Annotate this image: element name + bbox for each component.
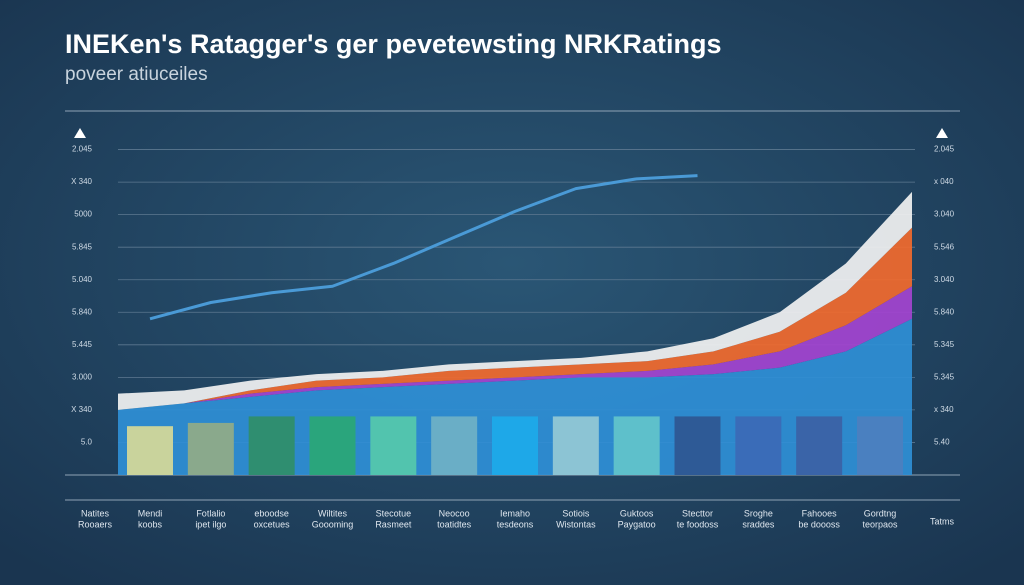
bar — [796, 416, 843, 475]
x-tick-label: be doooss — [798, 519, 840, 529]
bar — [492, 416, 538, 475]
line — [149, 174, 698, 321]
x-tick-label: Mendi — [138, 508, 163, 518]
x-tick-label: koobs — [138, 519, 163, 529]
x-tick-label: teorpaos — [862, 519, 898, 529]
x-tick-label: Rasmeet — [375, 519, 412, 529]
x-tick-label: sraddes — [742, 519, 775, 529]
x-tick-label: Wistontas — [556, 519, 596, 529]
area — [118, 191, 912, 410]
bar — [431, 416, 478, 475]
x-tick-label: eboodse — [254, 508, 289, 518]
area — [118, 227, 912, 410]
x-tick-label: Stecttor — [682, 508, 713, 518]
chart-subtitle: poveer atiuceiles — [65, 64, 208, 85]
y-tick-label: 3.000 — [72, 372, 93, 381]
x-tick-label: oxcetues — [254, 519, 291, 529]
y-tick-label: 5.840 — [72, 307, 93, 316]
y2-tick-label: 5.345 — [934, 340, 955, 349]
x-tick-label: Stecotue — [376, 508, 412, 518]
bar — [127, 426, 173, 475]
x-tick-label: Fotlalio — [196, 508, 225, 518]
x-axis-label: Tatms — [930, 516, 955, 526]
x-tick-label: te foodoss — [677, 519, 719, 529]
x-tick-label: Fahooes — [802, 508, 838, 518]
y2-tick-label: 3.040 — [934, 210, 955, 219]
y-tick-label: 5.040 — [72, 275, 93, 284]
y2-tick-label: x 340 — [934, 405, 954, 414]
x-tick-label: Guktoos — [620, 508, 654, 518]
y-tick-label: 5.845 — [72, 242, 93, 251]
y-tick-label: X 340 — [71, 405, 92, 414]
y2-tick-label: 5.40 — [934, 438, 950, 447]
bar — [857, 416, 903, 475]
y2-tick-label: 5.345 — [934, 372, 955, 381]
x-tick-label: Sroghe — [744, 508, 773, 518]
y2-tick-label: 5.546 — [934, 242, 955, 251]
y-tick-label: 2.045 — [72, 145, 93, 154]
x-tick-label: Wiltites — [318, 508, 347, 518]
y-tick-label: 5.445 — [72, 340, 93, 349]
x-tick-label: Neocoo — [439, 508, 470, 518]
y-caption: Rooaers — [78, 519, 113, 529]
y-tick-label: 5.0 — [81, 438, 93, 447]
x-tick-label: Goooming — [312, 519, 354, 529]
y2-tick-label: x 040 — [934, 177, 954, 186]
y-axis-arrow — [74, 128, 86, 138]
x-tick-label: ipet ilgo — [195, 519, 226, 529]
x-tick-label: toatidtes — [437, 519, 472, 529]
y-tick-label: X 340 — [71, 177, 92, 186]
y-caption: Natites — [81, 508, 110, 518]
bar — [370, 416, 417, 475]
y-tick-label: 5000 — [74, 210, 92, 219]
chart-title: INEKen's Ratagger's ger pevetewsting NRK… — [65, 29, 722, 59]
bar — [309, 416, 356, 475]
y2-tick-label: 5.840 — [934, 307, 955, 316]
bar — [674, 416, 721, 475]
bar — [248, 416, 295, 475]
x-tick-label: tesdeons — [497, 519, 534, 529]
bar — [187, 422, 234, 475]
y2-axis-arrow — [936, 128, 948, 138]
x-tick-label: Gordtng — [864, 508, 897, 518]
x-tick-label: Sotiois — [562, 508, 590, 518]
x-tick-label: Iemaho — [500, 508, 530, 518]
bar — [735, 416, 782, 475]
y2-tick-label: 2.045 — [934, 145, 955, 154]
x-tick-label: Paygatoo — [618, 519, 656, 529]
y2-tick-label: 3.040 — [934, 275, 955, 284]
bar — [613, 416, 660, 475]
bar — [552, 416, 599, 475]
